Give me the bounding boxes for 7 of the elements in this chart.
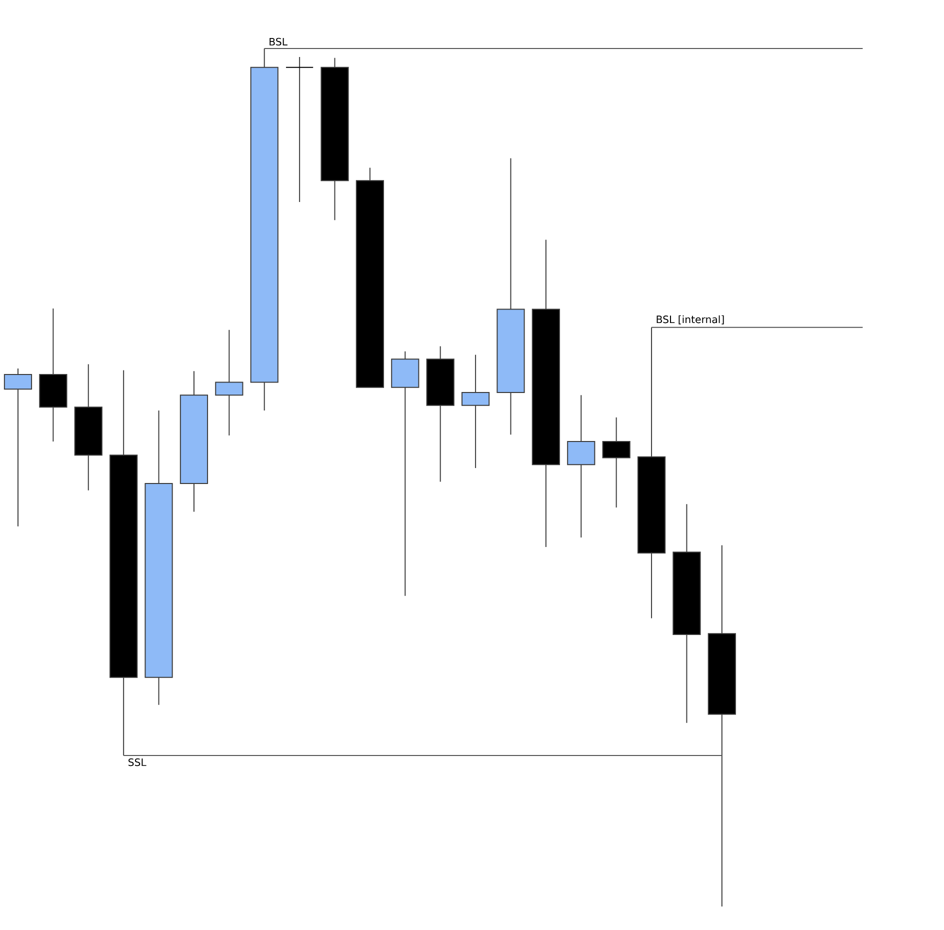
- series-label: SSL: [128, 758, 146, 766]
- series-label: BSL: [270, 38, 288, 46]
- candlestick: [391, 350, 420, 596]
- series-label: BSL [internal]: [656, 315, 724, 324]
- candlestick: [461, 354, 490, 469]
- candlestick: [286, 56, 314, 203]
- candlestick: [4, 368, 32, 527]
